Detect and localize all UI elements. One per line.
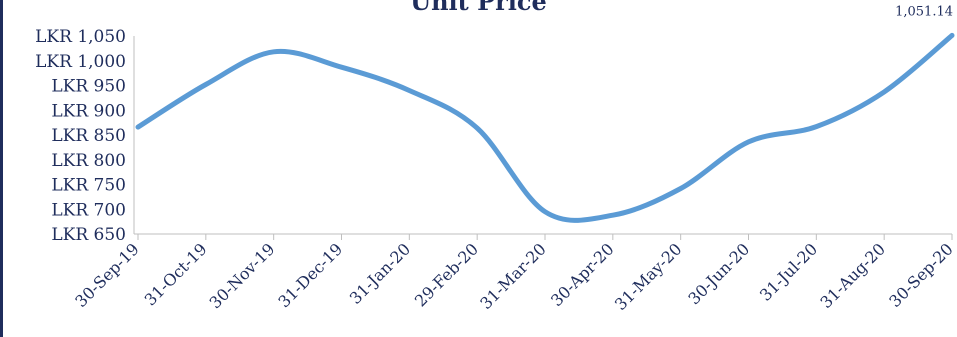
y-tick-label: LKR 650 xyxy=(51,225,126,245)
x-tick-label: 31-May-20 xyxy=(611,239,686,314)
end-value-label: 1,051.14 xyxy=(895,4,953,19)
y-tick-label: LKR 850 xyxy=(51,126,126,146)
y-tick-label: LKR 800 xyxy=(51,151,126,171)
x-tick-label: 30-Sep-19 xyxy=(71,239,143,311)
x-tick-label: 31-Dec-19 xyxy=(274,239,346,311)
y-tick-label: LKR 750 xyxy=(51,176,126,196)
x-tick-label: 31-Mar-20 xyxy=(476,239,550,313)
x-tick-label: 31-Jul-20 xyxy=(756,239,821,304)
x-tick-label: 31-Oct-19 xyxy=(141,239,211,309)
unit-price-line xyxy=(138,35,952,220)
y-tick-label: LKR 700 xyxy=(51,200,126,220)
x-tick-label: 29-Feb-20 xyxy=(411,239,482,310)
y-axis-ticks: LKR 650 LKR 700 LKR 750 LKR 800 LKR 850 LKR 9… xyxy=(35,27,126,245)
y-tick-label: LKR 950 xyxy=(51,77,126,97)
y-tick-label: LKR 1,050 xyxy=(35,27,126,47)
x-tick-label: 31-Aug-20 xyxy=(816,239,889,312)
x-tick-label: 30-Apr-20 xyxy=(547,239,618,310)
x-tick-label: 30-Jun-20 xyxy=(684,239,753,308)
x-tick-label: 30-Nov-19 xyxy=(206,239,279,312)
x-tick-label: 31-Jan-20 xyxy=(346,239,414,307)
chart-axes xyxy=(134,36,952,234)
x-tick-label: 30-Sep-20 xyxy=(885,239,957,311)
y-tick-label: LKR 1,000 xyxy=(35,52,126,72)
y-tick-label: LKR 900 xyxy=(51,101,126,121)
